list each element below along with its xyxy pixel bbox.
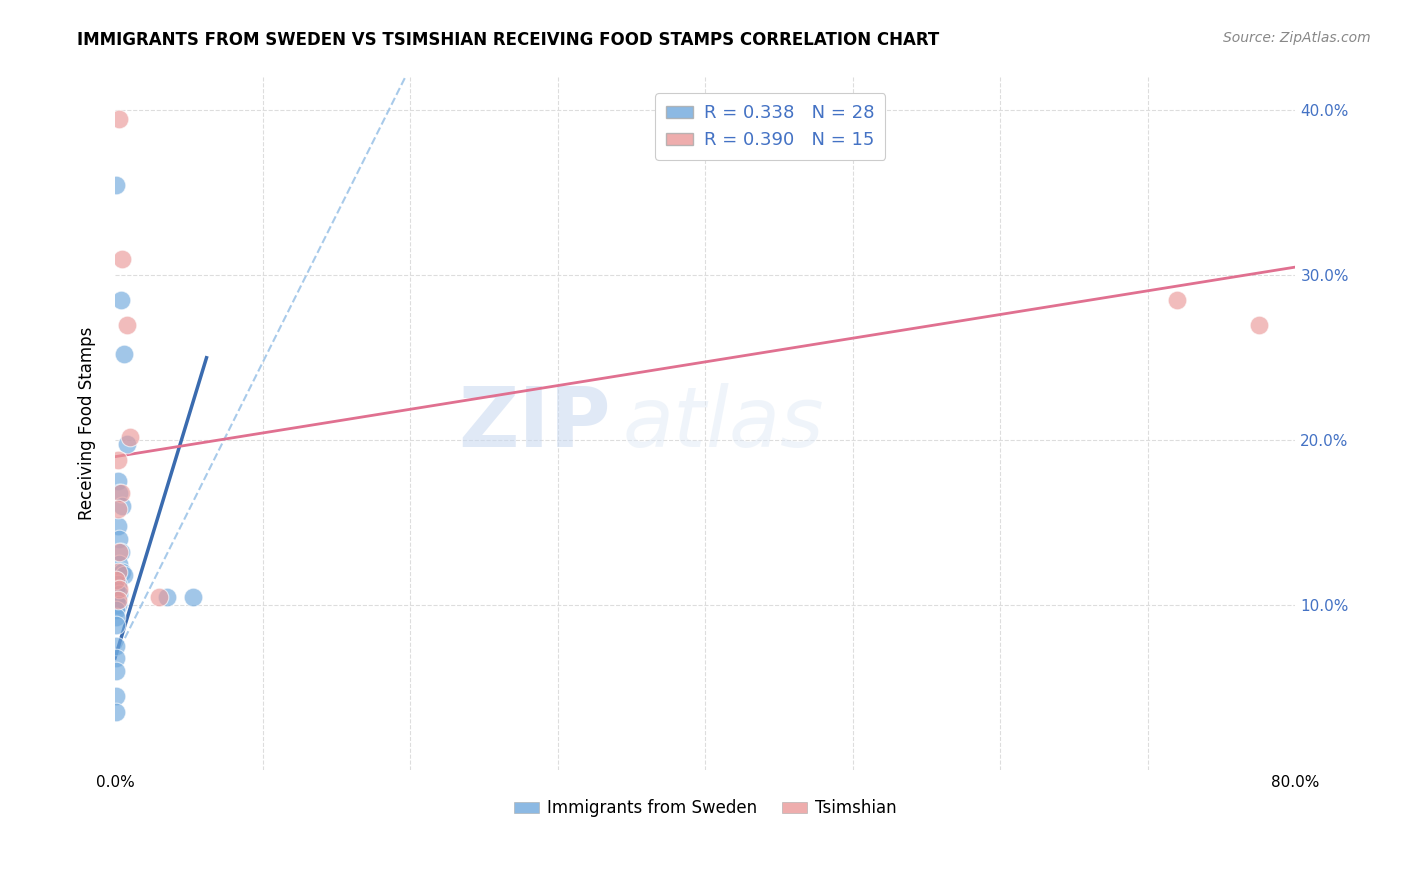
Point	[105, 640, 128, 654]
Point	[105, 582, 128, 596]
Point	[107, 475, 129, 489]
Point	[118, 430, 141, 444]
Point	[156, 590, 179, 604]
Point	[112, 568, 135, 582]
Point	[105, 178, 128, 192]
Point	[105, 603, 128, 617]
Point	[105, 706, 128, 720]
Text: Source: ZipAtlas.com: Source: ZipAtlas.com	[1223, 31, 1371, 45]
Point	[108, 532, 131, 546]
Point	[115, 436, 138, 450]
Point	[148, 590, 170, 604]
Point	[108, 486, 131, 500]
Point	[108, 112, 131, 126]
Point	[107, 598, 129, 612]
Point	[107, 519, 129, 533]
Point	[105, 689, 128, 703]
Text: ZIP: ZIP	[458, 384, 610, 464]
Point	[1247, 318, 1270, 332]
Point	[110, 293, 132, 307]
Point	[105, 574, 128, 588]
Point	[108, 582, 131, 596]
Point	[110, 545, 132, 559]
Point	[105, 609, 128, 624]
Point	[105, 593, 128, 607]
Point	[111, 565, 134, 579]
Point	[107, 576, 129, 591]
Point	[108, 557, 131, 571]
Point	[111, 252, 134, 266]
Y-axis label: Receiving Food Stamps: Receiving Food Stamps	[79, 327, 96, 520]
Text: atlas: atlas	[623, 384, 824, 464]
Point	[181, 590, 204, 604]
Point	[111, 499, 134, 513]
Text: IMMIGRANTS FROM SWEDEN VS TSIMSHIAN RECEIVING FOOD STAMPS CORRELATION CHART: IMMIGRANTS FROM SWEDEN VS TSIMSHIAN RECE…	[77, 31, 939, 49]
Point	[1166, 293, 1188, 307]
Point	[107, 453, 129, 467]
Point	[107, 565, 129, 579]
Point	[108, 586, 131, 600]
Point	[110, 486, 132, 500]
Point	[107, 593, 129, 607]
Legend: Immigrants from Sweden, Tsimshian: Immigrants from Sweden, Tsimshian	[508, 793, 904, 824]
Point	[105, 618, 128, 632]
Point	[112, 347, 135, 361]
Point	[108, 545, 131, 559]
Point	[105, 664, 128, 678]
Point	[107, 502, 129, 516]
Point	[105, 651, 128, 665]
Point	[115, 318, 138, 332]
